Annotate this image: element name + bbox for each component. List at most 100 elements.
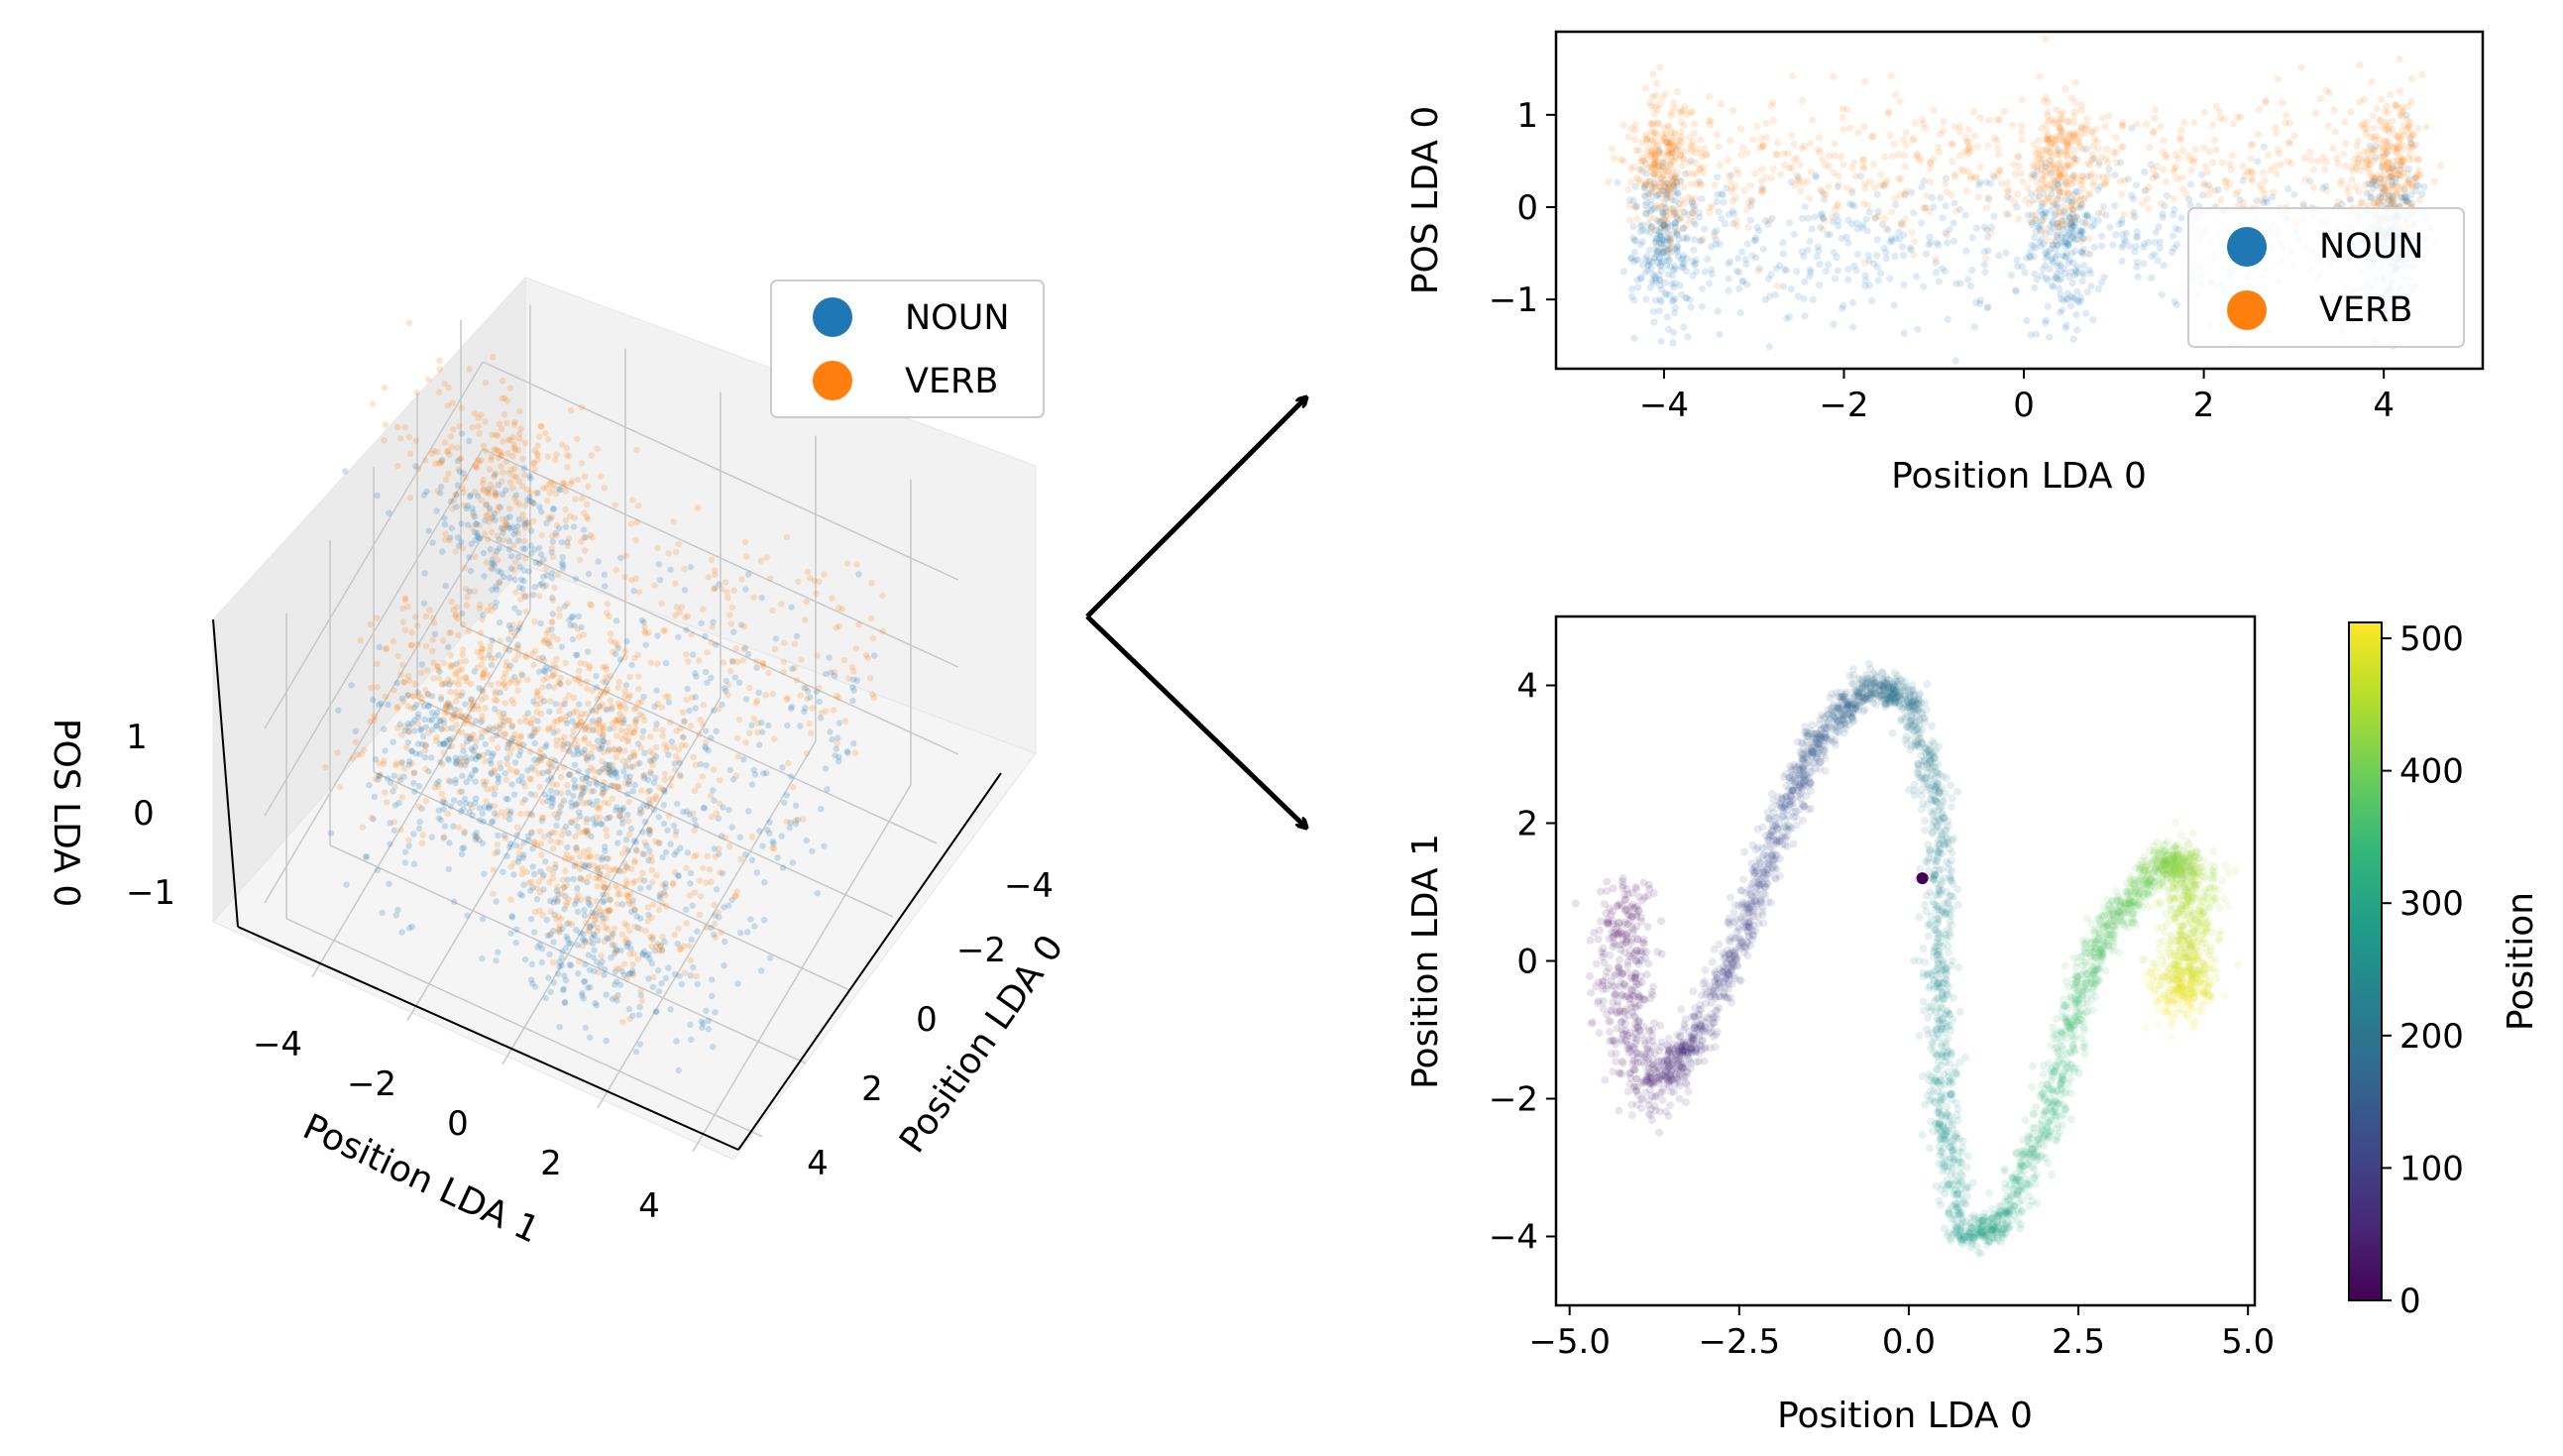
- point-3d: [575, 667, 583, 675]
- point-3d: [752, 700, 759, 707]
- point-3d: [614, 891, 621, 898]
- point-3d: [447, 778, 454, 785]
- point-3d: [613, 768, 619, 775]
- point-3d: [466, 714, 473, 721]
- point-3d: [589, 909, 596, 916]
- point-3d: [576, 701, 583, 708]
- point-3d: [449, 399, 456, 406]
- point-3d: [783, 533, 791, 541]
- pos-point: [1986, 179, 1994, 187]
- point-3d: [540, 871, 547, 878]
- point-3d: [501, 700, 508, 707]
- point-3d: [475, 753, 483, 760]
- point-3d: [679, 741, 686, 749]
- point-3d: [772, 635, 780, 642]
- point-3d: [587, 531, 595, 539]
- point-3d: [548, 532, 556, 540]
- pos-point: [1911, 238, 1919, 246]
- point-3d: [582, 660, 589, 667]
- point-3d: [621, 747, 628, 754]
- pos-point: [1684, 333, 1692, 341]
- point-3d: [517, 425, 524, 432]
- pos-point: [2046, 265, 2054, 274]
- point-3d: [590, 953, 597, 961]
- point-3d: [709, 813, 716, 821]
- point-3d: [483, 502, 490, 508]
- point-3d: [722, 834, 729, 841]
- point-3d: [475, 752, 482, 760]
- point-3d: [442, 704, 450, 711]
- point-3d: [573, 927, 580, 934]
- point-3d: [428, 727, 436, 733]
- point-3d: [600, 915, 607, 922]
- point-3d: [532, 983, 539, 990]
- point-3d: [421, 754, 429, 761]
- point-3d: [461, 828, 469, 835]
- point-3d: [549, 844, 557, 852]
- point-3d: [561, 905, 568, 913]
- point-3d: [447, 628, 455, 636]
- point-3d: [495, 772, 501, 780]
- pos-point: [1614, 178, 1621, 186]
- pos-point: [2002, 249, 2010, 257]
- point-3d: [712, 934, 720, 942]
- point-3d: [538, 814, 546, 822]
- point-3d: [703, 738, 710, 746]
- point-3d: [661, 626, 669, 634]
- point-3d: [784, 722, 791, 729]
- pos-point: [1714, 307, 1722, 315]
- point-3d: [654, 544, 661, 551]
- zlabel-3d: POS LDA 0: [46, 719, 86, 907]
- point-3d: [601, 966, 609, 973]
- pos-point: [2228, 152, 2236, 160]
- point-3d: [556, 926, 563, 933]
- point-3d: [551, 584, 558, 592]
- point-3d: [479, 840, 487, 846]
- pos-point: [1890, 301, 1898, 309]
- point-3d: [440, 659, 448, 666]
- point-3d: [489, 752, 496, 759]
- point-3d: [428, 450, 436, 457]
- point-3d: [500, 536, 507, 544]
- pos-point: [1985, 196, 1993, 204]
- point-3d: [565, 789, 572, 796]
- point-3d: [616, 891, 623, 898]
- point-3d: [445, 704, 453, 711]
- point-3d: [793, 676, 801, 684]
- point-3d: [544, 453, 551, 460]
- point-3d: [539, 485, 547, 492]
- pos-point: [1738, 248, 1746, 256]
- pos-point: [2040, 216, 2048, 224]
- point-3d: [638, 733, 646, 741]
- y-tick-label-3d: −2: [347, 1064, 396, 1104]
- point-3d: [587, 601, 594, 608]
- point-3d: [602, 847, 609, 854]
- point-3d: [771, 735, 778, 742]
- point-3d: [662, 892, 669, 899]
- point-3d: [581, 509, 588, 516]
- legend-noun-label: NOUN: [905, 298, 1010, 338]
- point-3d: [604, 610, 611, 616]
- point-3d: [525, 568, 532, 575]
- point-3d: [433, 507, 440, 514]
- point-3d: [411, 717, 418, 724]
- point-3d: [862, 651, 869, 659]
- point-3d: [609, 761, 615, 768]
- point-3d: [540, 636, 547, 643]
- point-3d: [764, 827, 771, 834]
- point-3d: [790, 784, 797, 791]
- point-3d: [566, 855, 573, 863]
- point-3d: [552, 896, 559, 903]
- point-3d: [440, 749, 447, 756]
- point-3d: [479, 728, 486, 736]
- point-3d: [335, 707, 342, 714]
- grid-line: [329, 844, 807, 1064]
- point-3d: [480, 674, 487, 682]
- point-3d: [641, 717, 648, 725]
- point-3d: [583, 829, 590, 836]
- point-3d: [548, 548, 555, 556]
- point-3d: [624, 893, 631, 900]
- point-3d: [396, 774, 403, 781]
- point-3d: [495, 779, 501, 786]
- point-3d: [386, 509, 392, 516]
